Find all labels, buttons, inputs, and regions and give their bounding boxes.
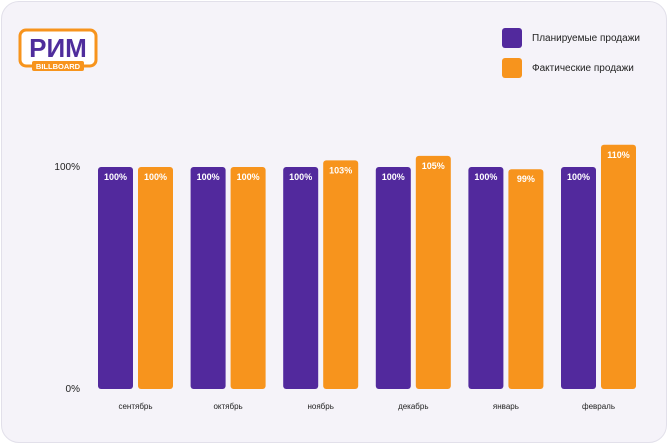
legend-label-actual: Фактические продажи (532, 62, 634, 74)
planned-bar (98, 167, 133, 389)
bar-value-label: 103% (329, 165, 352, 175)
legend-label-planned: Планируемые продажи (532, 32, 640, 44)
planned-bar (283, 167, 319, 389)
bar-value-label: 100% (289, 172, 312, 182)
bar-value-label: 100% (197, 172, 220, 182)
planned-bar (561, 167, 596, 389)
x-tick-label: февраль (582, 402, 615, 411)
x-tick-label: ноябрь (307, 402, 333, 411)
planned-bar (375, 167, 411, 389)
logo-wordmark: РИМ (29, 33, 87, 63)
actual-bar (230, 167, 266, 389)
actual-bar (601, 144, 636, 389)
legend-item-planned: Планируемые продажи (502, 28, 640, 48)
legend-item-actual: Фактические продажи (502, 58, 640, 78)
bar-value-label: 100% (567, 172, 590, 182)
actual-bar (415, 155, 451, 389)
actual-bar (138, 167, 173, 389)
logo-subtitle: BILLBOARD (36, 62, 81, 71)
bar-value-label: 110% (607, 150, 630, 160)
bar-value-label: 100% (237, 172, 260, 182)
bar-value-label: 100% (144, 172, 167, 182)
planned-bar (190, 167, 226, 389)
legend-swatch-actual (502, 58, 522, 78)
bar-value-label: 105% (422, 161, 445, 171)
bar-value-label: 100% (474, 172, 497, 182)
planned-bar (468, 167, 504, 389)
bar-value-label: 99% (517, 174, 535, 184)
bar-value-label: 100% (104, 172, 127, 182)
x-tick-label: октябрь (213, 402, 242, 411)
x-tick-label: январь (493, 402, 519, 411)
actual-bar (508, 169, 544, 389)
legend-swatch-planned (502, 28, 522, 48)
bar-value-label: 100% (382, 172, 405, 182)
rim-billboard-logo: РИМ BILLBOARD (18, 28, 98, 71)
chart-legend: Планируемые продажи Фактические продажи (502, 28, 640, 88)
x-tick-label: декабрь (398, 402, 428, 411)
y-tick-label: 0% (66, 384, 81, 395)
x-tick-label: сентябрь (118, 402, 152, 411)
actual-bar (323, 160, 359, 389)
y-tick-label: 100% (54, 162, 80, 173)
